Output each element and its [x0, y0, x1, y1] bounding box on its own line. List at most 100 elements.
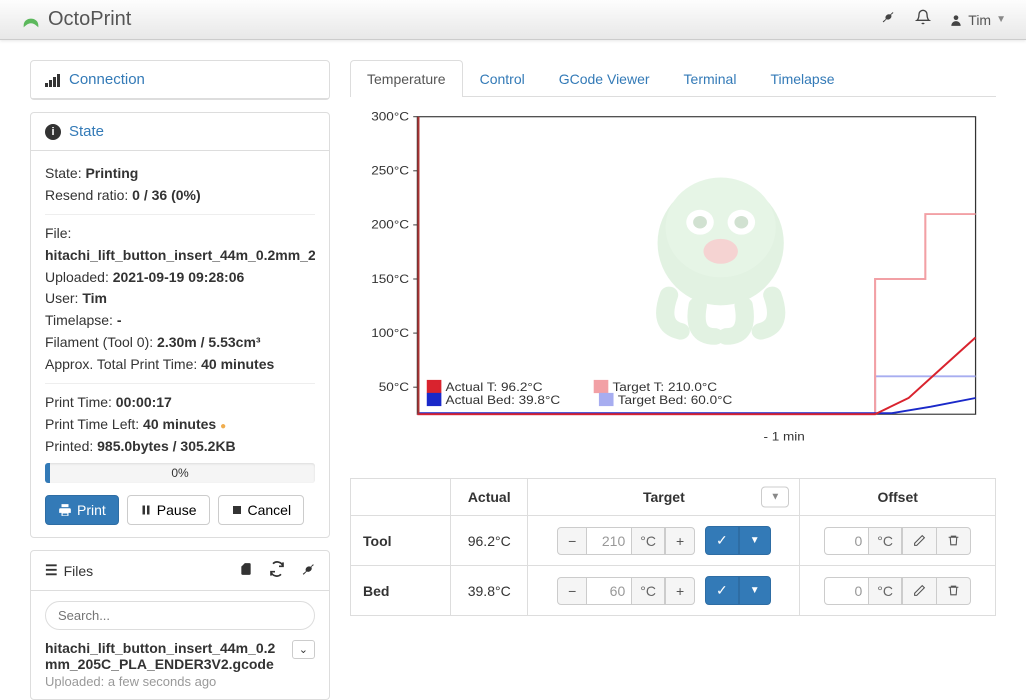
state-lbl: State:	[45, 165, 85, 181]
plus-button[interactable]: +	[665, 577, 695, 605]
row-label: Tool	[351, 516, 451, 566]
caret-down-icon: ▼	[996, 14, 1006, 25]
minus-button[interactable]: −	[557, 577, 587, 605]
wrench-icon-files[interactable]	[301, 561, 315, 580]
print-time-lbl: Print Time:	[45, 394, 116, 410]
target-cell: − °C + ✓ ▼	[528, 566, 800, 616]
state-label: State	[69, 123, 104, 140]
uploaded-lbl: Uploaded:	[45, 269, 113, 285]
target-dropdown-button[interactable]: ▼	[761, 487, 789, 508]
octoprint-logo-icon	[20, 9, 42, 31]
filament-lbl: Filament (Tool 0):	[45, 334, 157, 350]
pause-icon	[140, 504, 152, 516]
pause-button[interactable]: Pause	[127, 495, 210, 525]
print-time-val: 00:00:17	[116, 394, 172, 410]
confirm-button[interactable]: ✓	[705, 526, 739, 555]
tab-control[interactable]: Control	[463, 60, 542, 97]
navbar-right: Tim ▼	[881, 9, 1006, 30]
files-label: Files	[64, 563, 94, 579]
offset-input[interactable]	[824, 527, 869, 555]
print-time-left-val: 40 minutes	[143, 416, 216, 432]
svg-text:Actual Bed: 39.8°C: Actual Bed: 39.8°C	[446, 393, 561, 407]
target-preset-dropdown[interactable]: ▼	[739, 576, 771, 605]
state-body: State: Printing Resend ratio: 0 / 36 (0%…	[31, 151, 329, 537]
print-icon	[58, 503, 72, 517]
stop-icon	[231, 504, 243, 516]
cancel-button[interactable]: Cancel	[218, 495, 305, 525]
unit-label: °C	[632, 527, 665, 555]
unit-label: °C	[869, 527, 902, 555]
printed-val: 985.0bytes / 305.2KB	[97, 438, 236, 454]
user-menu[interactable]: Tim ▼	[949, 12, 1006, 28]
pause-label: Pause	[157, 502, 197, 518]
edit-button[interactable]	[902, 577, 937, 605]
confirm-button[interactable]: ✓	[705, 576, 739, 605]
connection-panel: Connection	[30, 60, 330, 100]
tab-temperature[interactable]: Temperature	[350, 60, 463, 97]
table-row: Tool 96.2°C − °C + ✓ ▼ °C	[351, 516, 996, 566]
table-row: Bed 39.8°C − °C + ✓ ▼ °C	[351, 566, 996, 616]
target-cell: − °C + ✓ ▼	[528, 516, 800, 566]
tab-timelapse[interactable]: Timelapse	[753, 60, 851, 97]
user-val: Tim	[82, 290, 107, 306]
user-name: Tim	[968, 12, 991, 28]
cancel-label: Cancel	[248, 502, 292, 518]
wrench-icon[interactable]	[881, 9, 897, 30]
caret-down-icon: ▼	[770, 492, 780, 503]
target-input[interactable]	[587, 527, 632, 555]
plus-button[interactable]: +	[665, 527, 695, 555]
edit-button[interactable]	[902, 527, 937, 555]
svg-text:300°C: 300°C	[371, 112, 409, 123]
svg-text:100°C: 100°C	[371, 325, 409, 339]
bell-icon[interactable]	[915, 9, 931, 30]
delete-button[interactable]	[937, 527, 971, 555]
file-lbl: File:	[45, 225, 71, 241]
list-icon: ☰	[45, 562, 56, 579]
target-input[interactable]	[587, 577, 632, 605]
state-heading[interactable]: i State	[31, 113, 329, 151]
unit-label: °C	[869, 577, 902, 605]
svg-text:200°C: 200°C	[371, 217, 409, 231]
filament-val: 2.30m / 5.53cm³	[157, 334, 261, 350]
svg-text:- 1 min: - 1 min	[763, 429, 804, 443]
uploaded-val: 2021-09-19 09:28:06	[113, 269, 245, 285]
dot-icon: ●	[220, 421, 226, 432]
print-label: Print	[77, 502, 106, 518]
navbar: OctoPrint Tim ▼	[0, 0, 1026, 40]
th-target: Target	[643, 489, 685, 505]
svg-text:250°C: 250°C	[371, 163, 409, 177]
connection-heading[interactable]: Connection	[31, 61, 329, 99]
tab-terminal[interactable]: Terminal	[667, 60, 754, 97]
files-heading[interactable]: ☰ Files	[31, 551, 329, 591]
th-offset: Offset	[800, 479, 996, 516]
progress-text: 0%	[171, 466, 188, 480]
tab-gcode-viewer[interactable]: GCode Viewer	[542, 60, 667, 97]
file-val: hitachi_lift_button_insert_44m_0.2mm_205…	[45, 245, 315, 267]
svg-text:150°C: 150°C	[371, 271, 409, 285]
chevron-down-icon[interactable]: ⌄	[292, 640, 315, 659]
temperature-table: Actual Target ▼ Offset Tool 96.2°C − °C …	[350, 478, 996, 616]
offset-input[interactable]	[824, 577, 869, 605]
tabs: Temperature Control GCode Viewer Termina…	[350, 60, 996, 97]
print-time-left-lbl: Print Time Left:	[45, 416, 143, 432]
delete-button[interactable]	[937, 577, 971, 605]
resend-val: 0 / 36 (0%)	[132, 187, 200, 203]
printed-lbl: Printed:	[45, 438, 97, 454]
unit-label: °C	[632, 577, 665, 605]
th-actual: Actual	[451, 479, 528, 516]
refresh-icon[interactable]	[269, 561, 285, 580]
sd-icon[interactable]	[239, 561, 253, 580]
approx-lbl: Approx. Total Print Time:	[45, 356, 201, 372]
print-button[interactable]: Print	[45, 495, 119, 525]
search-input[interactable]	[45, 601, 315, 630]
brand-text: OctoPrint	[48, 8, 131, 31]
files-panel: ☰ Files ⌄ hitachi_lift_button_insert_44m…	[30, 550, 330, 700]
file-item-name: hitachi_lift_button_insert_44m_0.2mm_205…	[45, 640, 315, 672]
target-preset-dropdown[interactable]: ▼	[739, 526, 771, 555]
offset-cell: °C	[800, 516, 996, 566]
sidebar: Connection i State State: Printing Resen…	[30, 60, 330, 670]
temperature-chart: 50°C100°C150°C200°C250°C300°CActual T: 9…	[350, 97, 996, 470]
minus-button[interactable]: −	[557, 527, 587, 555]
brand[interactable]: OctoPrint	[20, 8, 131, 31]
state-panel: i State State: Printing Resend ratio: 0 …	[30, 112, 330, 538]
